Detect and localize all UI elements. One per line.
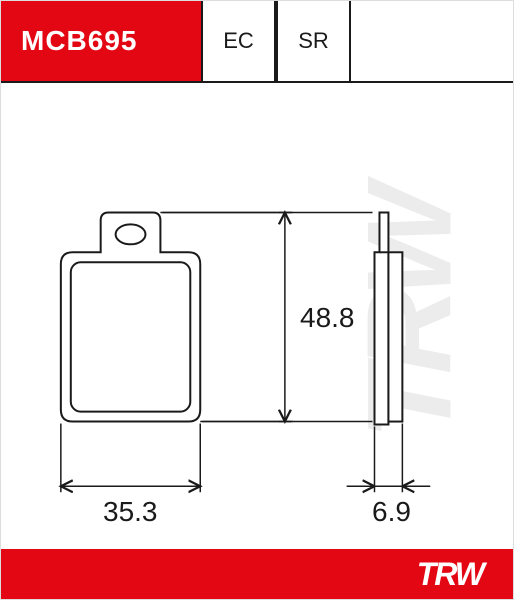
variant-label: SR (298, 28, 329, 54)
header-spacer (351, 1, 513, 81)
product-code-cell: MCB695 (1, 1, 201, 81)
side-view (374, 212, 402, 424)
header-row: MCB695 EC SR (1, 1, 513, 81)
dimension-width: 35.3 (103, 496, 158, 528)
variant-cell-ec: EC (201, 1, 276, 81)
brand-logo: TRW (417, 556, 483, 593)
variant-cell-sr: SR (276, 1, 351, 81)
technical-drawing: TRW 48.8 35.3 6.9 (1, 83, 513, 549)
spec-sheet: MCB695 EC SR TRW 48.8 35.3 (0, 0, 514, 600)
diagram-svg (1, 83, 513, 549)
dimension-height: 48.8 (300, 302, 355, 334)
footer-strip: TRW (1, 549, 513, 599)
product-code: MCB695 (21, 25, 137, 57)
dimension-thickness: 6.9 (372, 496, 411, 528)
variant-label: EC (223, 28, 254, 54)
front-view (61, 212, 200, 421)
